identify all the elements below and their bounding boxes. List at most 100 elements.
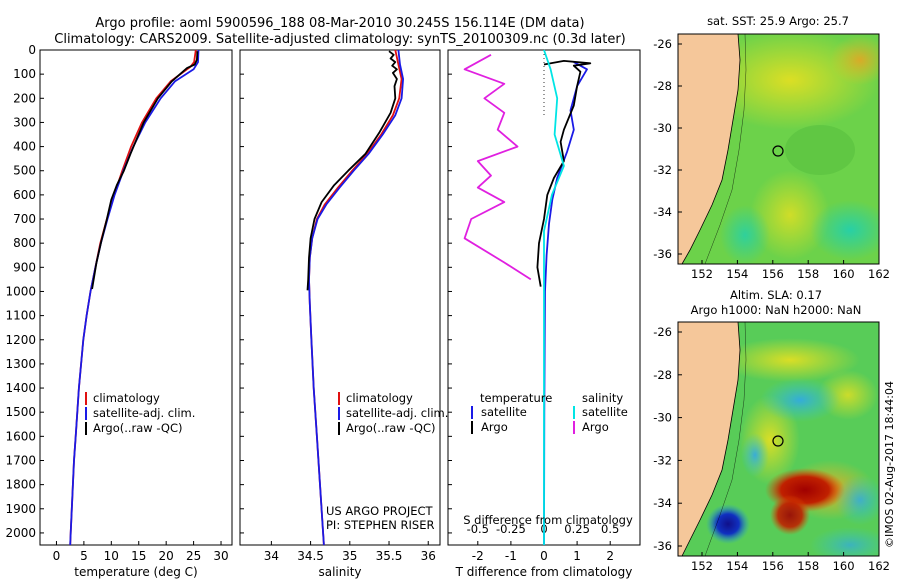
sla-field [678, 322, 879, 556]
map-x-tick-label: 162 [868, 559, 890, 573]
x-tick-label: 15 [131, 549, 146, 563]
x-tick-label: -1 [505, 549, 517, 563]
map-x-tick-label: 154 [726, 559, 748, 573]
sst-map: sat. SST: 25.9 Argo: 25.7 -26 -28 -30 -32 [653, 14, 890, 281]
figure-title-line1: Argo profile: aoml 5900596_188 08-Mar-20… [95, 16, 584, 31]
x-tick-label: 30 [213, 549, 228, 563]
y-tick-label: 1300 [5, 357, 36, 371]
map-x-tick-label: 152 [691, 267, 713, 281]
y-tick-label: 900 [13, 260, 36, 274]
x-tick-label: 20 [159, 549, 174, 563]
map-y-tick-label: -36 [653, 247, 672, 261]
difference-legend: temperature salinity satellite Argo sate… [463, 391, 633, 527]
y-tick-label: 2000 [5, 526, 36, 540]
legend-climatology-label: climatology [346, 391, 413, 405]
credit-project: US ARGO PROJECT [326, 504, 434, 518]
top-tick-label: 0.5 [601, 522, 619, 536]
x-tick-label: 35 [342, 549, 357, 563]
x-tick-label: 1 [573, 549, 581, 563]
series-line-satellite-adj-clim- [69, 49, 200, 546]
x-axis-label: T difference from climatology [455, 565, 633, 579]
map-x-tick-label: 158 [797, 267, 819, 281]
y-tick-label: 1000 [5, 284, 36, 298]
credit-pi: PI: STEPHEN RISER [326, 518, 435, 532]
top-tick-label: 0.25 [564, 522, 590, 536]
difference-profile-panel: -2 -1 0 1 2 T difference from climatology -0.5… [447, 49, 641, 579]
y-tick-label: 1900 [5, 502, 36, 516]
legend-salinity-title: salinity [582, 391, 623, 405]
series-line-argo-raw-qc- [306, 50, 398, 291]
x-axis-label: salinity [318, 565, 361, 579]
argo-float-marker [772, 435, 784, 447]
top-tick-label: -0.25 [496, 522, 526, 536]
map-y-tick-label: -28 [653, 368, 672, 382]
series-line-salinity-satellite [543, 49, 565, 545]
legend-satellite-label: satellite-adj. clim. [93, 406, 195, 420]
top-axis-label: S difference from climatology [463, 513, 633, 527]
y-tick-label: 1500 [5, 405, 36, 419]
x-tick-label: 5 [80, 549, 88, 563]
x-tick-label: 34.5 [297, 549, 324, 563]
top-tick-label: -0.5 [467, 522, 489, 536]
legend-argo-label: Argo(..raw -QC) [346, 421, 436, 435]
salinity-profile-panel: 34 34.5 35 35.5 36 salinity [239, 49, 441, 579]
legend-satellite-label: satellite-adj. clim. [346, 406, 448, 420]
y-tick-label: 1700 [5, 453, 36, 467]
series-line-argo-raw-qc- [91, 51, 199, 290]
legend-temp-argo-label: Argo [481, 420, 508, 434]
x-tick-label: -2 [472, 549, 484, 563]
sla-map-title-line2: Argo h1000: NaN h2000: NaN [691, 303, 862, 317]
sst-map-title: sat. SST: 25.9 Argo: 25.7 [707, 14, 849, 28]
x-tick-label: 0 [540, 549, 548, 563]
map-x-tick-label: 156 [762, 559, 784, 573]
salinity-legend: climatology satellite-adj. clim. Argo(..… [326, 391, 448, 532]
x-tick-label: 2 [606, 549, 614, 563]
temperature-legend: climatology satellite-adj. clim. Argo(..… [85, 391, 195, 435]
argo-float-marker [772, 145, 784, 157]
legend-climatology-label: climatology [93, 391, 160, 405]
map-x-tick-label: 160 [833, 267, 855, 281]
x-tick-label: 0 [53, 549, 61, 563]
map-y-tick-label: -26 [653, 37, 672, 51]
series-line-temperature-argo [536, 60, 592, 287]
map-x-tick-label: 158 [797, 559, 819, 573]
y-tick-label: 1600 [5, 429, 36, 443]
legend-argo-label: Argo(..raw -QC) [93, 421, 183, 435]
figure-title-line2: Climatology: CARS2009. Satellite-adjuste… [54, 32, 626, 47]
legend-sal-satellite-label: satellite [582, 405, 628, 419]
map-x-tick-label: 154 [726, 267, 748, 281]
y-tick-label: 0 [28, 43, 36, 57]
y-tick-label: 600 [13, 188, 36, 202]
map-y-tick-label: -34 [653, 496, 672, 510]
sla-map: Altim. SLA: 0.17 Argo h1000: NaN h2000: … [653, 288, 890, 573]
y-tick-label: 1200 [5, 333, 36, 347]
series-line-climatology [308, 49, 403, 546]
legend-temperature-title: temperature [480, 391, 552, 405]
map-x-tick-label: 156 [762, 267, 784, 281]
map-y-tick-label: -26 [653, 325, 672, 339]
x-tick-label: 34 [264, 549, 279, 563]
map-y-tick-label: -30 [653, 121, 672, 135]
map-y-tick-label: -32 [653, 453, 672, 467]
series-line-salinity-argo [463, 54, 532, 281]
series-line-temperature-satellite [543, 61, 588, 546]
x-tick-label: 10 [104, 549, 119, 563]
legend-temp-satellite-label: satellite [481, 405, 527, 419]
map-y-tick-label: -28 [653, 79, 672, 93]
x-tick-label: 25 [186, 549, 201, 563]
y-tick-label: 1400 [5, 381, 36, 395]
x-tick-label: 36 [421, 549, 436, 563]
y-tick-label: 500 [13, 164, 36, 178]
map-y-tick-label: -30 [653, 411, 672, 425]
y-tick-label: 1800 [5, 478, 36, 492]
sst-field [678, 34, 879, 264]
map-x-tick-label: 160 [833, 559, 855, 573]
map-x-tick-label: 162 [868, 267, 890, 281]
y-tick-label: 700 [13, 212, 36, 226]
y-tick-label: 1100 [5, 309, 36, 323]
y-tick-label: 100 [13, 67, 36, 81]
legend-sal-argo-label: Argo [582, 420, 609, 434]
plot-frame [39, 49, 233, 546]
imos-timestamp: ©IMOS 02-Aug-2017 18:44:04 [883, 381, 896, 548]
series-line-satellite-adj-clim- [308, 49, 405, 546]
